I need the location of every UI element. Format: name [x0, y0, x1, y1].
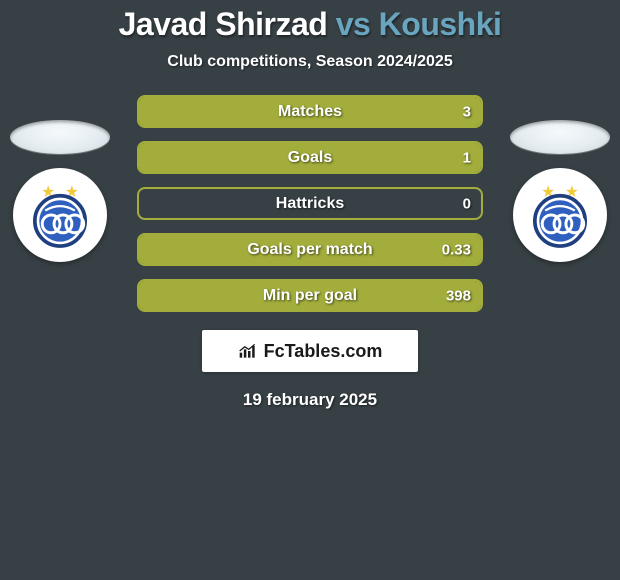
player1-disc: [10, 120, 110, 154]
stat-value-right: 1: [463, 149, 471, 166]
stat-value-right: 0.33: [442, 241, 471, 258]
stat-row: Hattricks 0: [137, 187, 483, 220]
stats-table: Matches 3 Goals 1 Hattricks 0 Goals per …: [137, 95, 483, 312]
date-text: 19 february 2025: [0, 390, 620, 410]
vs-and-player2: vs Koushki: [327, 6, 501, 42]
stat-row: Goals per match 0.33: [137, 233, 483, 266]
stat-row: Min per goal 398: [137, 279, 483, 312]
stat-label: Matches: [278, 103, 342, 121]
player1-side: [10, 120, 110, 262]
club-crest-icon: [23, 178, 97, 252]
player2-disc: [510, 120, 610, 154]
vs-text: vs: [327, 6, 378, 42]
club-crest-icon: [523, 178, 597, 252]
stat-label: Min per goal: [263, 287, 357, 305]
brand-text: FcTables.com: [264, 341, 383, 362]
stat-label: Goals: [288, 149, 332, 167]
player1-club-badge: [13, 168, 107, 262]
page-title: Javad Shirzad vs Koushki: [0, 0, 620, 43]
stat-row: Matches 3: [137, 95, 483, 128]
player2-side: [510, 120, 610, 262]
subtitle: Club competitions, Season 2024/2025: [0, 53, 620, 71]
player2-club-badge: [513, 168, 607, 262]
player2-name: Koushki: [379, 6, 502, 42]
stat-label: Goals per match: [247, 241, 372, 259]
stat-value-right: 0: [463, 195, 471, 212]
chart-icon: [238, 342, 258, 360]
stat-label: Hattricks: [276, 195, 344, 213]
player1-name: Javad Shirzad: [119, 6, 328, 42]
stat-row: Goals 1: [137, 141, 483, 174]
stat-value-right: 398: [446, 287, 471, 304]
brand-box: FcTables.com: [202, 330, 418, 372]
stat-value-right: 3: [463, 103, 471, 120]
